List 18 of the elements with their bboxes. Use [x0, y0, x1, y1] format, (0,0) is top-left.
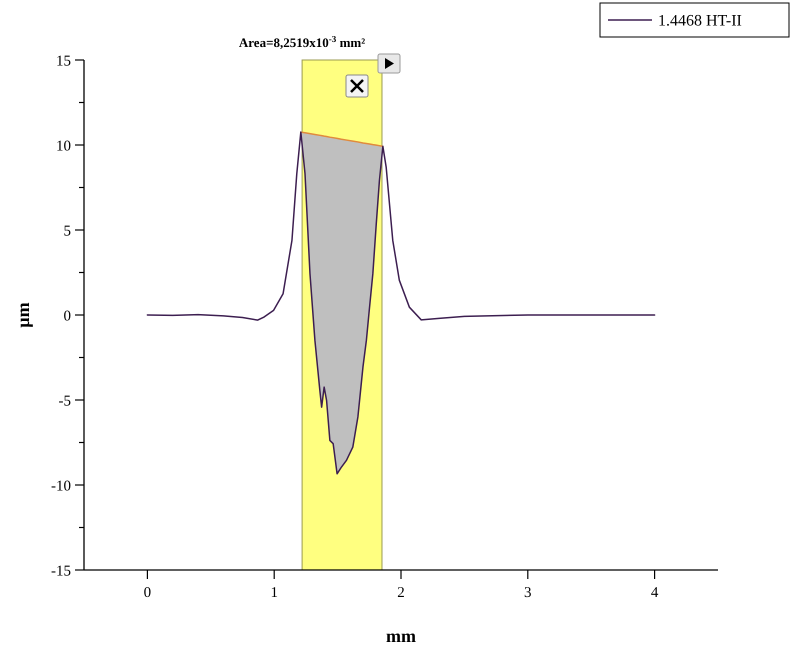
y-tick-label: 5: [64, 223, 71, 240]
x-axis-title: mm: [386, 626, 416, 646]
y-tick-label: 10: [56, 138, 71, 154]
y-tick-label: -5: [58, 393, 71, 410]
line-series: [146, 131, 656, 475]
y-axis-title: µm: [13, 302, 33, 328]
x-tick-label: 1: [270, 585, 278, 601]
y-tick-label: 15: [56, 53, 71, 70]
y-tick-label: -10: [51, 478, 71, 494]
x-tick-label: 4: [650, 585, 659, 601]
line-series: [300, 131, 384, 148]
x-tick-label: 0: [144, 585, 152, 601]
chart-title: Area=8,2519x10$^{-3}$ mm²: [238, 34, 366, 50]
y-tick-label: -15: [51, 563, 71, 580]
y-tick-label: 0: [64, 308, 71, 324]
x-tick-label: 3: [524, 585, 532, 601]
legend-label: 1.4468 HT-II: [658, 12, 742, 30]
x-tick-label: 2: [397, 585, 405, 601]
